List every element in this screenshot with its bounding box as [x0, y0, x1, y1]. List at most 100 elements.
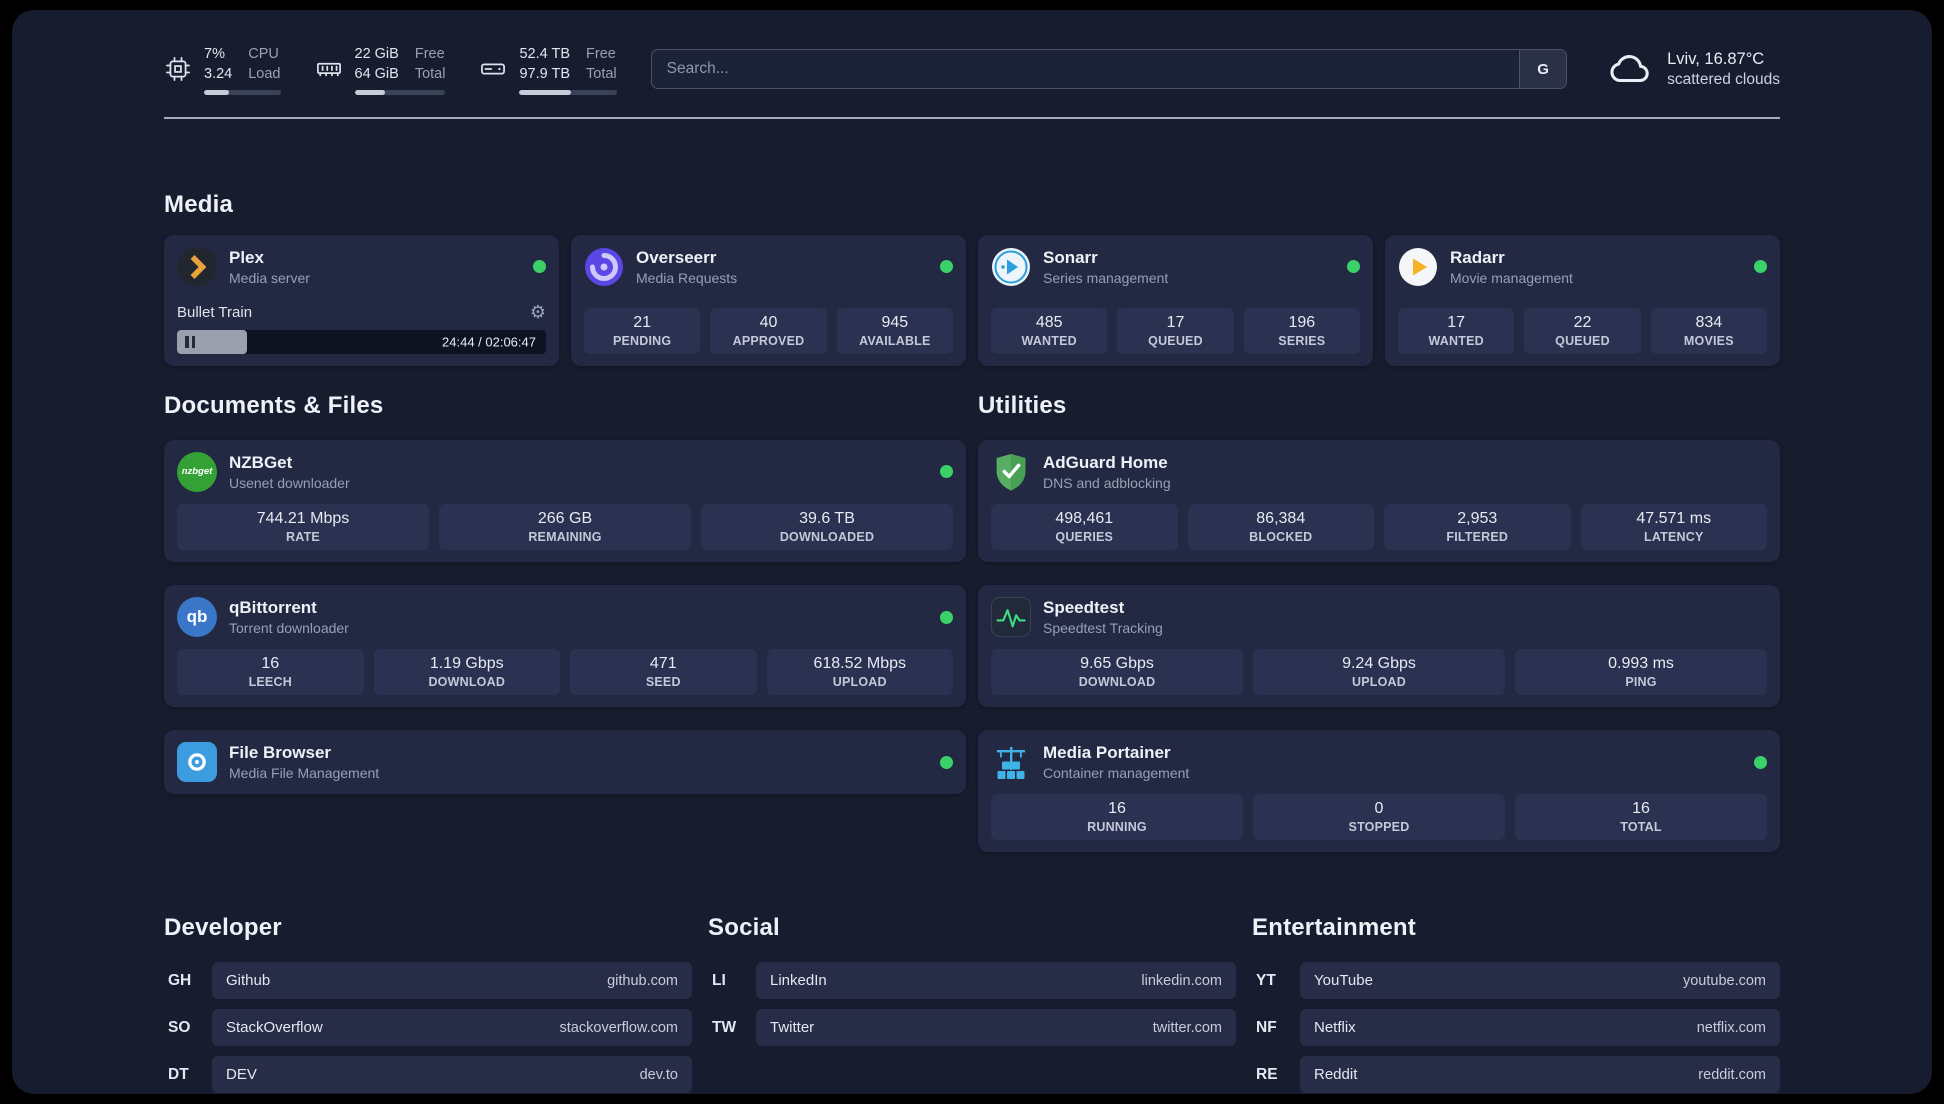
bookmark-linkedin[interactable]: LI LinkedIn linkedin.com	[708, 962, 1236, 1000]
bookmark-name: LinkedIn	[770, 972, 827, 990]
disk-values: 52.4 TB 97.9 TB	[519, 46, 571, 83]
bookmark-stackoverflow[interactable]: SO StackOverflow stackoverflow.com	[164, 1009, 692, 1047]
bookmark-abbr: SO	[168, 1018, 191, 1036]
overseerr-icon	[584, 247, 624, 287]
bookmark-dev[interactable]: DT DEV dev.to	[164, 1056, 692, 1094]
entertainment-section-title: Entertainment	[1252, 914, 1416, 942]
stat-wanted: 17 WANTED	[1398, 307, 1515, 354]
status-dot-online	[940, 610, 953, 624]
bookmark-abbr: LI	[712, 971, 726, 989]
app-name: NZBGet	[229, 452, 293, 472]
cpu-icon	[166, 57, 190, 82]
cpu-metric: 7% 3.24 CPU Load	[164, 44, 281, 95]
stat-rate: 744.21 Mbps RATE	[177, 503, 429, 550]
status-dot-online	[533, 260, 546, 274]
bookmark-abbr: GH	[168, 971, 192, 989]
stat-downloaded: 39.6 TB DOWNLOADED	[701, 503, 953, 550]
bookmark-abbr: DT	[168, 1065, 189, 1083]
bookmark-abbr: TW	[712, 1018, 737, 1036]
weather-condition: scattered clouds	[1667, 70, 1780, 88]
stat-queued: 17 QUEUED	[1117, 307, 1234, 354]
system-metrics: 7% 3.24 CPU Load	[164, 44, 617, 95]
media-section-title: Media	[164, 190, 234, 218]
bookmark-name: Reddit	[1314, 1066, 1358, 1084]
status-dot-online	[1347, 260, 1360, 274]
now-playing-title: Bullet Train	[177, 304, 253, 322]
portainer-icon	[991, 742, 1031, 782]
cpu-usage-bar	[204, 89, 281, 95]
app-card-radarr[interactable]: Radarr Movie management 17 WANTED 22 QUE…	[1385, 234, 1780, 366]
app-name: Media Portainer	[1043, 743, 1171, 763]
app-card-overseerr[interactable]: Overseerr Media Requests 21 PENDING 40 A…	[571, 234, 966, 366]
stat-remaining: 266 GB REMAINING	[439, 503, 691, 550]
stat-queries: 498,461 QUERIES	[991, 503, 1178, 550]
search-bar[interactable]: G	[650, 49, 1568, 90]
utilities-column: Utilities AdGu	[978, 392, 1780, 853]
search-engine-button[interactable]: G	[1519, 50, 1567, 89]
stat-wanted: 485 WANTED	[991, 307, 1108, 354]
app-card-portainer[interactable]: Media Portainer Container management 16 …	[978, 730, 1780, 853]
app-desc: Usenet downloader	[229, 474, 350, 491]
developer-section-title: Developer	[164, 914, 282, 942]
bookmark-netflix[interactable]: NF Netflix netflix.com	[1252, 1009, 1780, 1047]
bookmark-youtube[interactable]: YT YouTube youtube.com	[1252, 962, 1780, 1000]
bookmark-abbr: YT	[1256, 971, 1276, 989]
stat-upload: 618.52 Mbps UPLOAD	[766, 649, 953, 696]
bookmark-reddit[interactable]: RE Reddit reddit.com	[1252, 1056, 1780, 1094]
app-name: qBittorrent	[229, 597, 317, 617]
app-desc: Media File Management	[229, 765, 380, 782]
app-card-adguard[interactable]: AdGuard Home DNS and adblocking 498,461 …	[978, 439, 1780, 562]
status-dot-online	[940, 465, 953, 479]
bookmark-abbr: RE	[1256, 1065, 1278, 1083]
disk-metric: 52.4 TB 97.9 TB Free Total	[479, 44, 617, 95]
topbar: 7% 3.24 CPU Load	[164, 44, 1780, 95]
filebrowser-icon	[177, 742, 217, 783]
stat-leech: 16 LEECH	[177, 649, 364, 696]
media-section: Media Plex Media server	[164, 191, 1780, 366]
weather-location: Lviv, 16.87°C	[1667, 49, 1765, 68]
app-card-qbittorrent[interactable]: qb qBittorrent Torrent downloader 16 LEE…	[164, 584, 966, 708]
stat-stopped: 0 STOPPED	[1253, 794, 1505, 841]
bookmark-url: youtube.com	[1682, 972, 1766, 989]
playback-time: 24:44 / 02:06:47	[442, 334, 536, 350]
status-dot-online	[1754, 260, 1767, 274]
bookmark-twitter[interactable]: TW Twitter twitter.com	[708, 1009, 1236, 1047]
bookmark-name: Twitter	[770, 1019, 815, 1037]
bookmark-github[interactable]: GH Github github.com	[164, 962, 692, 1000]
app-name: File Browser	[229, 743, 332, 763]
app-card-nzbget[interactable]: nzbget NZBGet Usenet downloader 744.21 M…	[164, 439, 966, 562]
documents-section-title: Documents & Files	[164, 391, 384, 419]
search-input[interactable]	[651, 50, 1520, 89]
stat-filtered: 2,953 FILTERED	[1384, 503, 1571, 550]
bookmark-url: stackoverflow.com	[559, 1019, 678, 1036]
status-dot-online	[940, 260, 953, 274]
app-name: Sonarr	[1043, 247, 1098, 267]
social-section-title: Social	[708, 914, 780, 942]
cpu-values: 7% 3.24	[204, 46, 233, 83]
pause-icon[interactable]	[185, 335, 195, 348]
app-card-sonarr[interactable]: Sonarr Series management 485 WANTED 17 Q…	[978, 234, 1373, 366]
bookmark-url: twitter.com	[1152, 1019, 1222, 1036]
adguard-icon	[991, 452, 1031, 492]
app-name: Plex	[229, 247, 264, 267]
plex-icon	[177, 246, 217, 287]
documents-column: Documents & Files nzbget NZBGet Usenet d…	[164, 392, 966, 795]
bookmark-url: linkedin.com	[1141, 972, 1222, 989]
ram-labels: Free Total	[414, 46, 446, 83]
app-desc: Series management	[1043, 269, 1169, 286]
app-name: Overseerr	[636, 247, 717, 267]
app-card-speedtest[interactable]: Speedtest Speedtest Tracking 9.65 Gbps D…	[978, 584, 1780, 708]
developer-bookmarks: Developer GH Github github.com SO StackO…	[164, 914, 692, 1094]
app-name: AdGuard Home	[1043, 452, 1168, 472]
bookmark-url: netflix.com	[1696, 1019, 1766, 1036]
stat-download: 9.65 Gbps DOWNLOAD	[991, 649, 1243, 696]
app-card-plex[interactable]: Plex Media server Bullet Train ⚙	[164, 234, 559, 366]
bookmark-name: Netflix	[1314, 1019, 1356, 1037]
status-dot-online	[1754, 755, 1767, 769]
gear-icon[interactable]: ⚙	[529, 301, 546, 323]
playback-progress-bar[interactable]: 24:44 / 02:06:47	[177, 329, 546, 354]
stat-total: 16 TOTAL	[1515, 794, 1767, 841]
status-dot-online	[940, 755, 953, 769]
app-card-filebrowser[interactable]: File Browser Media File Management	[164, 730, 966, 795]
stat-series: 196 SERIES	[1243, 307, 1360, 354]
